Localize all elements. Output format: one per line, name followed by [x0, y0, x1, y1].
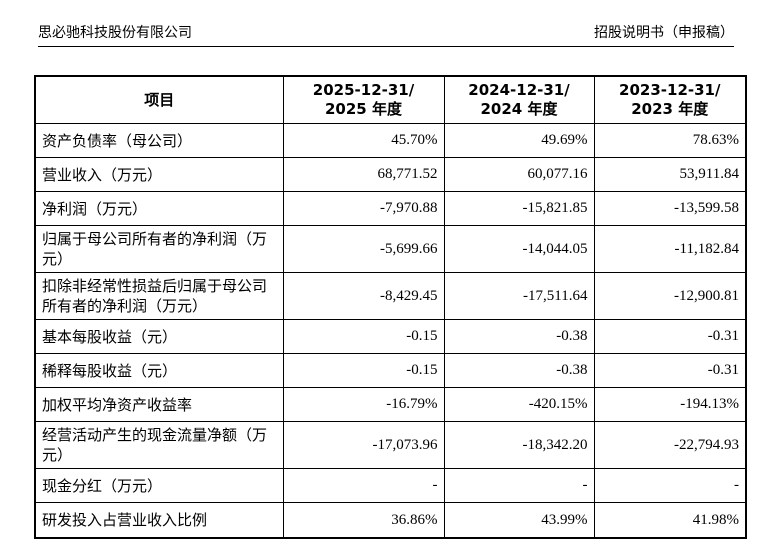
- row-label: 基本每股收益（元）: [34, 319, 284, 354]
- cell-2023: 53,911.84: [593, 157, 747, 192]
- cell-2025: 45.70%: [282, 123, 445, 158]
- column-header-year: 2024 年度: [480, 100, 558, 118]
- cell-2024: -18,342.20: [443, 421, 595, 469]
- cell-2024: -17,511.64: [443, 272, 595, 320]
- cell-2025: 68,771.52: [282, 157, 445, 192]
- row-label: 加权平均净资产收益率: [34, 387, 284, 422]
- row-label: 现金分红（万元）: [34, 468, 284, 503]
- row-label: 稀释每股收益（元）: [34, 353, 284, 388]
- cell-2023: -194.13%: [593, 387, 747, 422]
- row-label: 资产负债率（母公司）: [34, 123, 284, 158]
- cell-2023: -13,599.58: [593, 191, 747, 226]
- cell-2023: -12,900.81: [593, 272, 747, 320]
- row-label: 归属于母公司所有者的净利润（万元）: [34, 225, 284, 273]
- cell-2024: 49.69%: [443, 123, 595, 158]
- financial-indicators-table: 项目 2025-12-31/ 2025 年度 2024-12-31/ 2024 …: [34, 75, 747, 539]
- cell-2023: -: [593, 468, 747, 503]
- row-label: 扣除非经常性损益后归属于母公司所有者的净利润（万元）: [34, 272, 284, 320]
- cell-2023: -0.31: [593, 353, 747, 388]
- cell-2025: -5,699.66: [282, 225, 445, 273]
- column-header-2025: 2025-12-31/ 2025 年度: [282, 75, 445, 124]
- cell-2024: -15,821.85: [443, 191, 595, 226]
- table-row: 营业收入（万元） 68,771.52 60,077.16 53,911.84: [34, 157, 747, 192]
- document-title: 招股说明书（申报稿）: [594, 25, 734, 41]
- company-name: 思必驰科技股份有限公司: [38, 25, 192, 41]
- table-row: 扣除非经常性损益后归属于母公司所有者的净利润（万元） -8,429.45 -17…: [34, 272, 747, 320]
- table-row: 加权平均净资产收益率 -16.79% -420.15% -194.13%: [34, 387, 747, 422]
- column-header-2023: 2023-12-31/ 2023 年度: [593, 75, 747, 124]
- cell-2023: -22,794.93: [593, 421, 747, 469]
- cell-2025: -8,429.45: [282, 272, 445, 320]
- cell-2025: -0.15: [282, 353, 445, 388]
- table-header-row: 项目 2025-12-31/ 2025 年度 2024-12-31/ 2024 …: [34, 75, 747, 124]
- table-row: 基本每股收益（元） -0.15 -0.38 -0.31: [34, 319, 747, 354]
- cell-2025: -0.15: [282, 319, 445, 354]
- table-row: 归属于母公司所有者的净利润（万元） -5,699.66 -14,044.05 -…: [34, 225, 747, 273]
- table-row: 净利润（万元） -7,970.88 -15,821.85 -13,599.58: [34, 191, 747, 226]
- column-header-date: 2025-12-31/: [312, 81, 415, 99]
- cell-2025: -: [282, 468, 445, 503]
- cell-2023: -0.31: [593, 319, 747, 354]
- cell-2024: -420.15%: [443, 387, 595, 422]
- cell-2025: -7,970.88: [282, 191, 445, 226]
- column-header-year: 2023 年度: [631, 100, 709, 118]
- column-header-date: 2023-12-31/: [619, 81, 721, 99]
- row-label: 营业收入（万元）: [34, 157, 284, 192]
- row-label: 净利润（万元）: [34, 191, 284, 226]
- cell-2023: -11,182.84: [593, 225, 747, 273]
- cell-2025: -17,073.96: [282, 421, 445, 469]
- column-header-item: 项目: [34, 75, 284, 124]
- cell-2024: -0.38: [443, 353, 595, 388]
- table-row: 经营活动产生的现金流量净额（万元） -17,073.96 -18,342.20 …: [34, 421, 747, 469]
- cell-2024: -14,044.05: [443, 225, 595, 273]
- cell-2024: 43.99%: [443, 502, 595, 539]
- cell-2024: -0.38: [443, 319, 595, 354]
- cell-2025: 36.86%: [282, 502, 445, 539]
- column-header-year: 2025 年度: [325, 100, 402, 118]
- column-header-date: 2024-12-31/: [468, 81, 570, 99]
- cell-2025: -16.79%: [282, 387, 445, 422]
- column-header-2024: 2024-12-31/ 2024 年度: [443, 75, 595, 124]
- table-row: 资产负债率（母公司） 45.70% 49.69% 78.63%: [34, 123, 747, 158]
- row-label: 研发投入占营业收入比例: [34, 502, 284, 539]
- table-row: 研发投入占营业收入比例 36.86% 43.99% 41.98%: [34, 502, 747, 539]
- table-row: 现金分红（万元） - - -: [34, 468, 747, 503]
- table-row: 稀释每股收益（元） -0.15 -0.38 -0.31: [34, 353, 747, 388]
- row-label: 经营活动产生的现金流量净额（万元）: [34, 421, 284, 469]
- cell-2024: 60,077.16: [443, 157, 595, 192]
- cell-2023: 78.63%: [593, 123, 747, 158]
- page-header: 思必驰科技股份有限公司 招股说明书（申报稿）: [38, 24, 734, 47]
- cell-2024: -: [443, 468, 595, 503]
- cell-2023: 41.98%: [593, 502, 747, 539]
